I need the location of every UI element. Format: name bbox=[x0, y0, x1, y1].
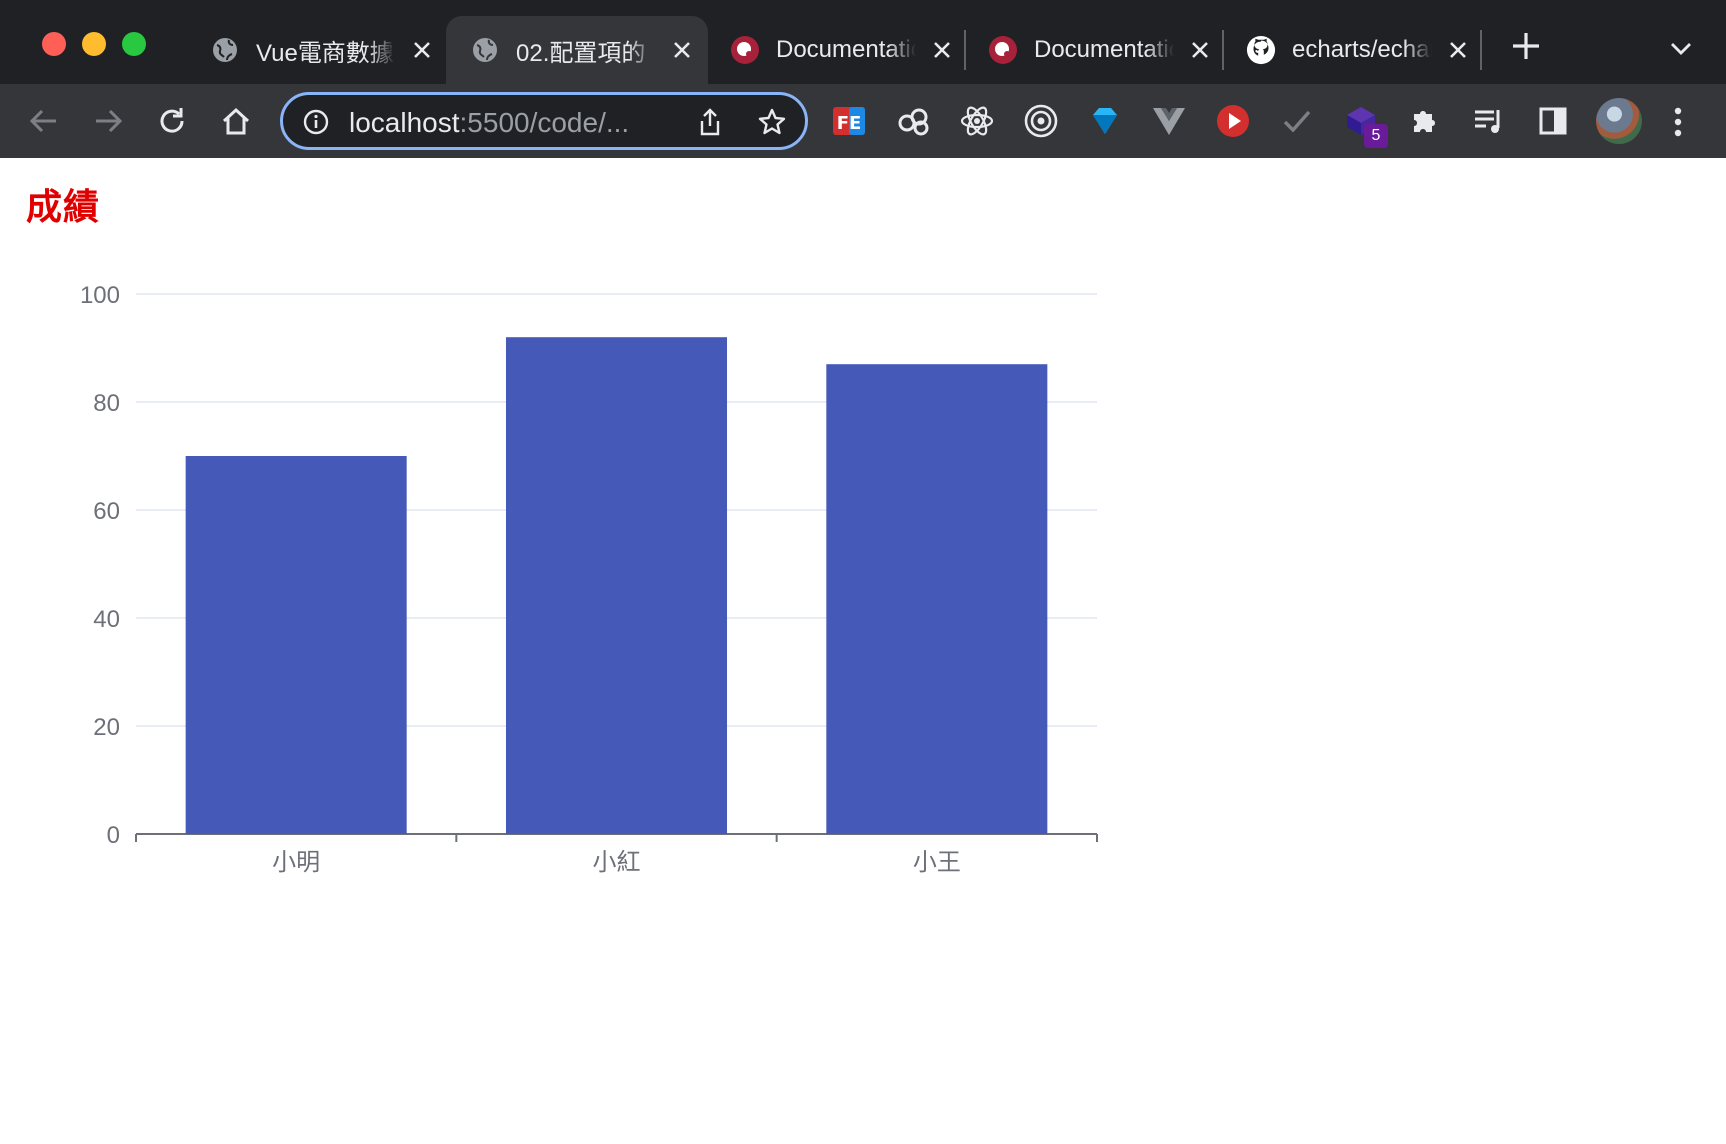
y-tick-label: 0 bbox=[107, 822, 120, 849]
tab-title: Documentation bbox=[1034, 36, 1174, 63]
echarts-icon bbox=[730, 35, 760, 65]
chevron-down-icon[interactable] bbox=[1668, 36, 1694, 62]
profile-avatar[interactable] bbox=[1596, 98, 1642, 144]
reload-button[interactable] bbox=[152, 101, 192, 141]
y-tick-label: 60 bbox=[93, 498, 120, 525]
bookmark-star-icon[interactable] bbox=[757, 107, 787, 137]
back-button[interactable] bbox=[24, 101, 64, 141]
reading-list-icon[interactable] bbox=[1468, 100, 1510, 142]
bar-2 bbox=[505, 337, 728, 834]
check-extension-icon[interactable] bbox=[1276, 100, 1318, 142]
cube-extension-icon[interactable]: 5 bbox=[1340, 100, 1388, 148]
x-category-label: 小明 bbox=[272, 848, 320, 876]
bar-3 bbox=[826, 364, 1048, 834]
close-tab-icon[interactable] bbox=[408, 36, 436, 64]
react-devtools-icon[interactable] bbox=[956, 100, 998, 142]
browser-toolbar: localhost:5500/code/... FE 5 bbox=[0, 84, 1726, 158]
tab-separator bbox=[964, 30, 966, 70]
close-tab-icon[interactable] bbox=[1444, 36, 1472, 64]
home-icon bbox=[222, 107, 250, 135]
fe-helper-extension-icon[interactable]: FE bbox=[828, 100, 870, 142]
y-tick-label: 40 bbox=[93, 606, 120, 633]
y-tick-label: 100 bbox=[80, 282, 120, 309]
forward-button[interactable] bbox=[88, 101, 128, 141]
url-host: localhost bbox=[349, 107, 460, 138]
share-icon[interactable] bbox=[695, 107, 725, 137]
new-tab-plus-icon[interactable] bbox=[1510, 30, 1542, 62]
more-vert-icon[interactable] bbox=[1668, 102, 1688, 142]
page-content: 成績 0 20 40 60 80 100 小明 小紅 小王 bbox=[0, 158, 1726, 1144]
arrow-right-icon bbox=[96, 109, 123, 133]
globe-icon bbox=[470, 35, 500, 65]
bar-chart: 0 20 40 60 80 100 小明 小紅 小王 bbox=[80, 282, 1098, 876]
page-title: 成績 bbox=[26, 186, 101, 227]
tab-separator bbox=[1480, 30, 1482, 70]
close-tab-icon[interactable] bbox=[928, 36, 956, 64]
tab-title: Vue電商數據 bbox=[256, 39, 394, 67]
x-category-label: 小紅 bbox=[593, 848, 641, 876]
close-window-button[interactable] bbox=[42, 32, 66, 56]
tab-strip: Vue電商數據 02.配置項的 Documentation Documentat… bbox=[0, 0, 1726, 84]
address-bar[interactable]: localhost:5500/code/... bbox=[280, 92, 808, 150]
tab-title: echarts/echarts bbox=[1292, 36, 1432, 63]
gem-extension-icon[interactable] bbox=[1084, 100, 1126, 142]
close-tab-icon[interactable] bbox=[668, 36, 696, 64]
echarts-icon bbox=[988, 35, 1018, 65]
home-button[interactable] bbox=[216, 101, 256, 141]
globe-icon bbox=[210, 35, 240, 65]
vue-devtools-icon[interactable] bbox=[1148, 100, 1190, 142]
url-path: :5500/code/... bbox=[459, 107, 630, 138]
reload-icon bbox=[160, 108, 184, 133]
target-extension-icon[interactable] bbox=[1020, 100, 1062, 142]
tab-separator bbox=[1222, 30, 1224, 70]
side-panel-icon[interactable] bbox=[1532, 100, 1574, 142]
svg-text:FE: FE bbox=[837, 113, 862, 134]
play-extension-icon[interactable] bbox=[1212, 100, 1254, 142]
extensions-puzzle-icon[interactable] bbox=[1404, 100, 1446, 142]
arrow-left-icon bbox=[29, 109, 56, 133]
tab-title: Documentation bbox=[776, 36, 916, 63]
x-category-label: 小王 bbox=[913, 848, 961, 876]
close-tab-icon[interactable] bbox=[1186, 36, 1214, 64]
extension-badge: 5 bbox=[1364, 124, 1388, 148]
tab-documentation-1[interactable]: Documentation bbox=[706, 16, 964, 84]
bar-1 bbox=[185, 456, 407, 834]
y-tick-label: 20 bbox=[93, 714, 120, 741]
url-text[interactable]: localhost:5500/code/... bbox=[349, 107, 669, 139]
tab-config-items[interactable]: 02.配置項的 bbox=[446, 16, 708, 84]
info-icon[interactable] bbox=[303, 109, 329, 135]
tab-github-echarts[interactable]: echarts/echarts bbox=[1222, 16, 1480, 84]
tab-vue-ecommerce[interactable]: Vue電商數據 bbox=[186, 16, 444, 84]
minimize-window-button[interactable] bbox=[82, 32, 106, 56]
tab-title: 02.配置項的 bbox=[516, 39, 646, 67]
zoom-window-button[interactable] bbox=[122, 32, 146, 56]
github-icon bbox=[1246, 35, 1276, 65]
tab-documentation-2[interactable]: Documentation bbox=[964, 16, 1222, 84]
cloud-gears-extension-icon[interactable] bbox=[892, 100, 934, 142]
y-tick-label: 80 bbox=[93, 390, 120, 417]
